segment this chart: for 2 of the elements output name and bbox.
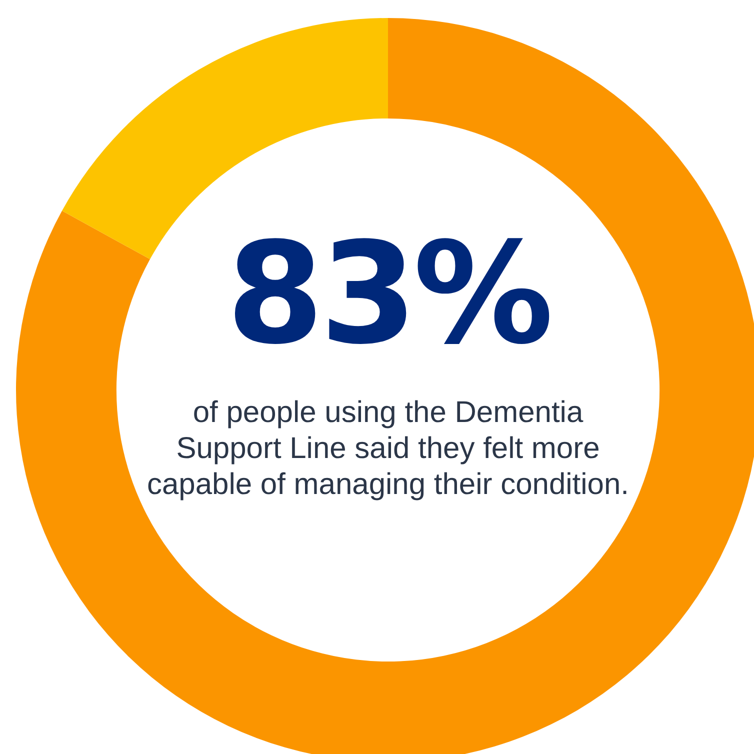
text: 83% <box>225 213 551 376</box>
text: of people using the Dementia Support Line said they felt more capable of managing their condition. <box>146 395 630 503</box>
